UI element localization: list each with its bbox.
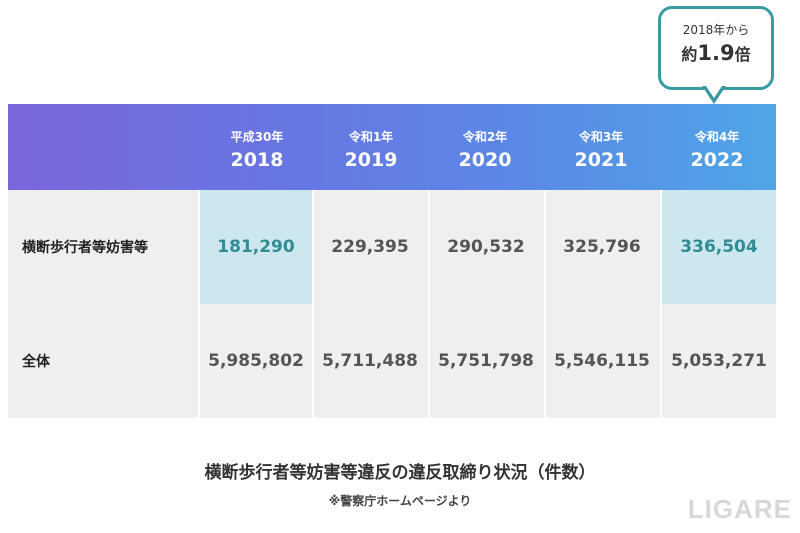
callout-value: 1.9	[697, 41, 735, 65]
callout-tail-fill	[706, 86, 722, 98]
cell-total-2022: 5,053,271	[660, 304, 776, 418]
column-era: 令和1年	[348, 130, 394, 144]
cell-crosswalk-2020: 290,532	[428, 190, 542, 304]
cell-total-2021: 5,546,115	[544, 304, 658, 418]
ligare-logo: LIGARE	[687, 494, 792, 524]
column-year: 2018	[230, 149, 284, 171]
chart-caption-title: 横断歩行者等妨害等違反の違反取締り状況（件数）	[204, 463, 596, 483]
column-header-2022: 令和4年 2022	[660, 104, 774, 190]
violation-table: 平成30年 2018 令和1年 2019 令和2年 2020 令和3年 2021…	[8, 104, 776, 418]
column-header-2020: 令和2年 2020	[428, 104, 542, 190]
row-label: 全体	[22, 354, 50, 370]
cell-total-2019: 5,711,488	[312, 304, 426, 418]
table-row-crosswalk: 横断歩行者等妨害等 181,290 229,395 290,532 325,79…	[8, 190, 776, 304]
cell-crosswalk-2018: 181,290	[198, 190, 312, 304]
cell-crosswalk-2019: 229,395	[312, 190, 426, 304]
column-header-2019: 令和1年 2019	[314, 104, 428, 190]
column-year: 2021	[574, 149, 628, 171]
growth-callout: 2018年から 約1.9倍	[658, 6, 774, 90]
cell-crosswalk-2021: 325,796	[544, 190, 658, 304]
callout-suffix: 倍	[734, 45, 751, 64]
cell-crosswalk-2022: 336,504	[660, 190, 776, 304]
column-header-2018: 平成30年 2018	[200, 104, 314, 190]
column-era: 令和2年	[462, 130, 508, 144]
column-year: 2020	[458, 149, 512, 171]
chart-caption-source: ※警察庁ホームページより	[328, 494, 472, 508]
column-header-2021: 令和3年 2021	[544, 104, 658, 190]
table-header: 平成30年 2018 令和1年 2019 令和2年 2020 令和3年 2021…	[8, 104, 776, 190]
callout-period-text: 2018年から	[682, 23, 750, 37]
column-year: 2022	[690, 149, 744, 171]
callout-prefix: 約	[681, 45, 698, 64]
column-era: 平成30年	[230, 130, 284, 144]
column-year: 2019	[344, 149, 398, 171]
callout-ratio-text: 約1.9倍	[661, 41, 771, 65]
column-era: 令和4年	[694, 130, 740, 144]
cell-total-2020: 5,751,798	[428, 304, 542, 418]
table-row-total: 全体 5,985,802 5,711,488 5,751,798 5,546,1…	[8, 304, 776, 418]
cell-total-2018: 5,985,802	[198, 304, 312, 418]
row-label: 横断歩行者等妨害等	[22, 240, 148, 256]
column-era: 令和3年	[578, 130, 624, 144]
